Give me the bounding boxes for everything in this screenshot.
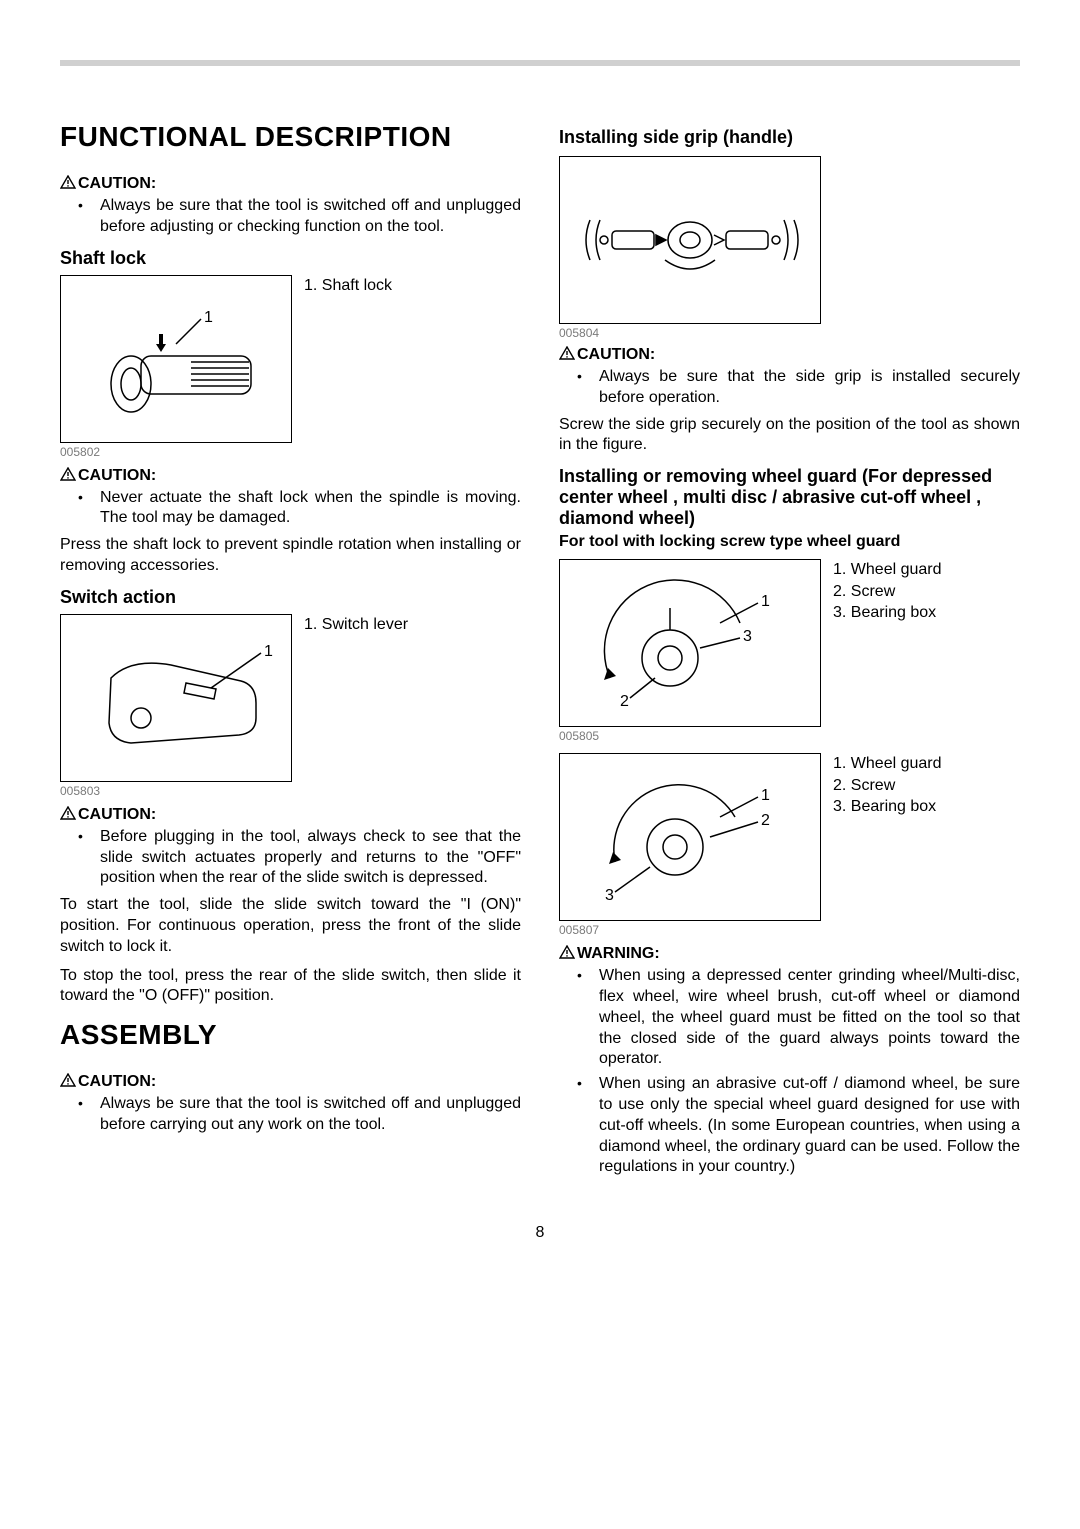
figure-005807: 1 2 3	[559, 753, 821, 921]
heading-functional-description: FUNCTIONAL DESCRIPTION	[60, 121, 521, 153]
svg-text:2: 2	[761, 812, 770, 829]
figure-005805-row: 1 3 2 005805 1. Wheel guard 2. Screw 3. …	[559, 559, 1020, 745]
svg-text:3: 3	[605, 887, 614, 904]
caution-5-item: Always be sure that the side grip is ins…	[599, 367, 1020, 409]
svg-text:1: 1	[761, 593, 770, 610]
caution-5-list: Always be sure that the side grip is ins…	[559, 367, 1020, 409]
caution-1-label: CAUTION:	[78, 175, 156, 192]
legend-item: 3. Bearing box	[833, 796, 942, 818]
caution-2: CAUTION:	[60, 467, 521, 486]
heading-wheel-guard: Installing or removing wheel guard (For …	[559, 466, 1020, 529]
caution-5-label: CAUTION:	[577, 346, 655, 363]
header-rule	[60, 60, 1020, 66]
page-number: 8	[60, 1224, 1020, 1242]
caution-2-label: CAUTION:	[78, 467, 156, 484]
right-column: Installing side grip (handle)	[559, 121, 1020, 1184]
svg-text:2: 2	[620, 693, 629, 710]
legend-item: 1. Wheel guard	[833, 753, 942, 775]
caution-4: CAUTION:	[60, 1073, 521, 1092]
shaft-lock-body: Press the shaft lock to prevent spindle …	[60, 535, 521, 577]
caution-1-item: Always be sure that the tool is switched…	[100, 196, 521, 238]
two-column-layout: FUNCTIONAL DESCRIPTION CAUTION: Always b…	[60, 121, 1020, 1184]
fig-num-005802: 005802	[60, 445, 292, 459]
figure-install-grip	[559, 156, 821, 324]
caution-4-list: Always be sure that the tool is switched…	[60, 1094, 521, 1136]
caution-3-list: Before plugging in the tool, always chec…	[60, 827, 521, 889]
legend-item: 2. Screw	[833, 581, 942, 603]
legend-005805: 1. Wheel guard 2. Screw 3. Bearing box	[833, 559, 942, 624]
fig-num-005805: 005805	[559, 729, 821, 743]
figure-005805: 1 3 2	[559, 559, 821, 727]
figure-005807-wrap: 1 2 3 005807	[559, 753, 821, 939]
caution-3: CAUTION:	[60, 806, 521, 825]
caution-3-label: CAUTION:	[78, 806, 156, 823]
legend-item: 1. Wheel guard	[833, 559, 942, 581]
switch-body-2: To stop the tool, press the rear of the …	[60, 966, 521, 1008]
fig-num-005803: 005803	[60, 784, 292, 798]
caution-5: CAUTION:	[559, 346, 1020, 365]
fig-num-005804: 005804	[559, 326, 1020, 340]
svg-text:1: 1	[761, 787, 770, 804]
legend-005807: 1. Wheel guard 2. Screw 3. Bearing box	[833, 753, 942, 818]
warning-item: When using an abrasive cut-off / diamond…	[599, 1074, 1020, 1178]
svg-text:1: 1	[204, 309, 213, 326]
caution-3-item: Before plugging in the tool, always chec…	[100, 827, 521, 889]
wheel-guard-illustration-2: 1 2 3	[570, 762, 810, 912]
figure-005805-wrap: 1 3 2 005805	[559, 559, 821, 745]
heading-install-grip: Installing side grip (handle)	[559, 127, 1020, 148]
switch-action-illustration: 1	[71, 623, 281, 773]
wheel-guard-illustration-1: 1 3 2	[570, 568, 810, 718]
legend-item: 2. Screw	[833, 775, 942, 797]
install-grip-body: Screw the side grip securely on the posi…	[559, 415, 1020, 457]
figure-shaft-lock: 1	[60, 275, 292, 443]
figure-switch-action-row: 1 005803 1. Switch lever	[60, 614, 521, 800]
figure-switch-action: 1	[60, 614, 292, 782]
heading-assembly: ASSEMBLY	[60, 1019, 521, 1051]
warning-icon	[559, 945, 575, 964]
caution-1: CAUTION:	[60, 175, 521, 194]
install-grip-illustration	[570, 165, 810, 315]
caution-2-list: Never actuate the shaft lock when the sp…	[60, 488, 521, 530]
figure-shaft-lock-row: 1 005802	[60, 275, 521, 461]
heading-shaft-lock: Shaft lock	[60, 248, 521, 269]
legend-item: 3. Bearing box	[833, 602, 942, 624]
legend-item: 1. Switch lever	[304, 614, 408, 636]
subheading-wheel-guard: For tool with locking screw type wheel g…	[559, 533, 1020, 551]
svg-text:3: 3	[743, 628, 752, 645]
shaft-lock-legend: 1. Shaft lock	[304, 275, 392, 297]
warning-list: When using a depressed center grinding w…	[559, 966, 1020, 1178]
shaft-lock-illustration: 1	[71, 284, 281, 434]
warning-1: WARNING:	[559, 945, 1020, 964]
figure-005807-row: 1 2 3 005807 1. Wheel guard 2. Screw 3. …	[559, 753, 1020, 939]
caution-icon	[60, 467, 76, 486]
fig-num-005807: 005807	[559, 923, 821, 937]
left-column: FUNCTIONAL DESCRIPTION CAUTION: Always b…	[60, 121, 521, 1184]
warning-item: When using a depressed center grinding w…	[599, 966, 1020, 1070]
caution-4-item: Always be sure that the tool is switched…	[100, 1094, 521, 1136]
svg-text:1: 1	[264, 643, 273, 660]
caution-icon	[60, 1073, 76, 1092]
caution-4-label: CAUTION:	[78, 1073, 156, 1090]
figure-shaft-lock-wrap: 1 005802	[60, 275, 292, 461]
caution-icon	[60, 806, 76, 825]
warning-label: WARNING:	[577, 945, 660, 962]
caution-2-item: Never actuate the shaft lock when the sp…	[100, 488, 521, 530]
figure-switch-action-wrap: 1 005803	[60, 614, 292, 800]
caution-1-list: Always be sure that the tool is switched…	[60, 196, 521, 238]
switch-body-1: To start the tool, slide the slide switc…	[60, 895, 521, 957]
switch-action-legend: 1. Switch lever	[304, 614, 408, 636]
heading-switch-action: Switch action	[60, 587, 521, 608]
legend-item: 1. Shaft lock	[304, 275, 392, 297]
caution-icon	[60, 175, 76, 194]
caution-icon	[559, 346, 575, 365]
